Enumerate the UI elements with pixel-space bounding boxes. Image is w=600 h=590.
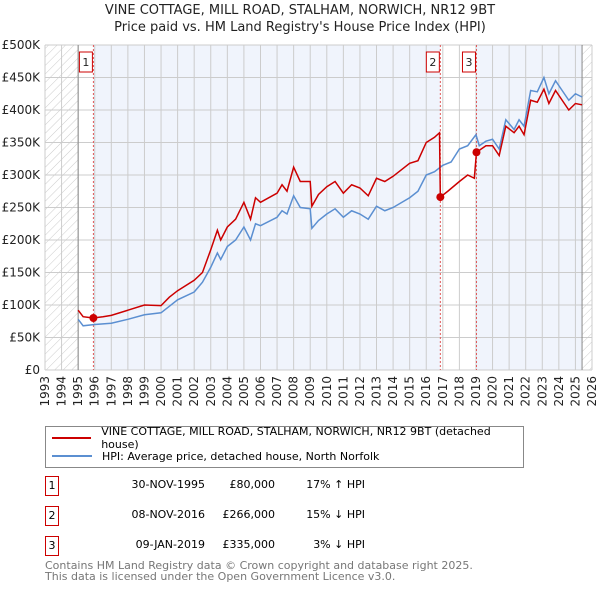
sale-hpi: 3% ↓ HPI (313, 538, 365, 551)
y-tick-label: £350K (2, 136, 42, 150)
x-tick-label: 2022 (519, 376, 533, 407)
sale-price: £266,000 (222, 508, 276, 521)
hpi-line (77, 75, 583, 327)
y-tick-label: £150K (2, 266, 42, 280)
y-tick-label: £250K (2, 201, 42, 215)
sale-number: 2 (45, 506, 59, 526)
y-tick-label: £200K (2, 233, 42, 247)
chart-plot: 1993 1994 1995 1996 1997 1998 1999 2000 2001 2002… (2, 38, 599, 407)
x-tick-label: 2021 (502, 376, 516, 407)
sale-label: 3 (465, 56, 472, 69)
legend: VINE COTTAGE, MILL ROAD, STALHAM, NORWIC… (45, 425, 524, 468)
x-tick-label: 1996 (88, 376, 102, 407)
y-tick-label: £0 (25, 363, 40, 377)
x-tick-label: 2010 (320, 376, 334, 407)
sale-price: £80,000 (229, 478, 276, 491)
sale-hpi: 17% ↑ HPI (306, 478, 365, 491)
x-tick-label: 2026 (585, 376, 599, 407)
sale-label: 2 (429, 56, 436, 69)
sale-row: 2 08-NOV-2016 £266,000 15% ↓ HPI (45, 506, 600, 526)
x-tick-label: 2020 (486, 376, 500, 407)
sale-label-box (425, 51, 440, 73)
x-tick-label: 2015 (403, 376, 417, 407)
sale-label-box (78, 51, 93, 73)
x-tick-label: 2018 (452, 376, 466, 407)
x-tick-label: 2012 (353, 376, 367, 407)
sale-date: 30-NOV-1995 (131, 478, 205, 491)
x-tick-label: 2006 (253, 376, 267, 407)
sale-row: 1 30-NOV-1995 £80,000 17% ↑ HPI (45, 476, 600, 496)
sale-price: £335,000 (222, 538, 276, 551)
x-tick-label: 2000 (154, 376, 168, 407)
y-tick-label: £100K (2, 298, 42, 312)
property-line (77, 87, 583, 319)
sale-number: 3 (45, 536, 59, 556)
x-tick-label: 2005 (237, 376, 251, 407)
y-tick-label: £500K (2, 38, 42, 52)
y-tick-label: £450K (2, 71, 42, 85)
x-tick-label: 2001 (171, 376, 185, 407)
x-tick-label: 1998 (121, 376, 135, 407)
x-tick-label: 1993 (38, 376, 52, 407)
x-tick-label: 2024 (552, 376, 566, 407)
footer-licence: This data is licensed under the Open Gov… (45, 570, 396, 583)
legend-hpi: HPI: Average price, detached house, Nort… (102, 449, 380, 463)
x-tick-label: 1999 (137, 376, 151, 407)
sale-date: 09-JAN-2019 (135, 538, 205, 551)
y-tick-label: £50K (9, 331, 41, 345)
x-tick-label: 1994 (55, 376, 69, 407)
x-tick-label: 2025 (568, 376, 582, 407)
x-tick-label: 1997 (104, 376, 118, 407)
sale-number: 1 (45, 476, 59, 496)
footer-copyright: Contains HM Land Registry data © Crown c… (45, 559, 473, 572)
sale-hpi: 15% ↓ HPI (306, 508, 365, 521)
x-tick-label: 2007 (270, 376, 284, 407)
sale-label-box (461, 51, 476, 73)
chart-subtitle: Price paid vs. HM Land Registry's House … (114, 20, 486, 35)
y-tick-label: £400K (2, 103, 42, 117)
x-tick-label: 2004 (220, 376, 234, 407)
sale-point (89, 314, 98, 322)
sale-row: 3 09-JAN-2019 £335,000 3% ↓ HPI (45, 536, 600, 556)
sale-date: 08-NOV-2016 (131, 508, 205, 521)
x-tick-label: 2009 (303, 376, 317, 407)
x-tick-label: 2011 (336, 376, 350, 407)
x-tick-label: 2016 (419, 376, 433, 407)
x-tick-label: 2003 (204, 376, 218, 407)
x-tick-label: 2002 (187, 376, 201, 407)
sale-point (436, 193, 445, 202)
legend-blue-line (52, 455, 92, 457)
sale-label: 1 (82, 56, 89, 69)
x-tick-label: 2013 (370, 376, 384, 407)
x-tick-label: 1995 (71, 376, 85, 407)
legend-red-line (52, 437, 92, 439)
y-tick-label: £300K (2, 168, 42, 182)
x-tick-label: 2019 (469, 376, 483, 407)
x-tick-label: 2023 (535, 376, 549, 407)
x-tick-label: 2017 (436, 376, 450, 407)
x-tick-label: 2008 (287, 376, 301, 407)
x-tick-label: 2014 (386, 376, 400, 407)
chart-title: VINE COTTAGE, MILL ROAD, STALHAM, NORWIC… (104, 3, 496, 18)
sale-point (472, 148, 481, 157)
legend-property: VINE COTTAGE, MILL ROAD, STALHAM, NORWIC… (101, 425, 491, 451)
